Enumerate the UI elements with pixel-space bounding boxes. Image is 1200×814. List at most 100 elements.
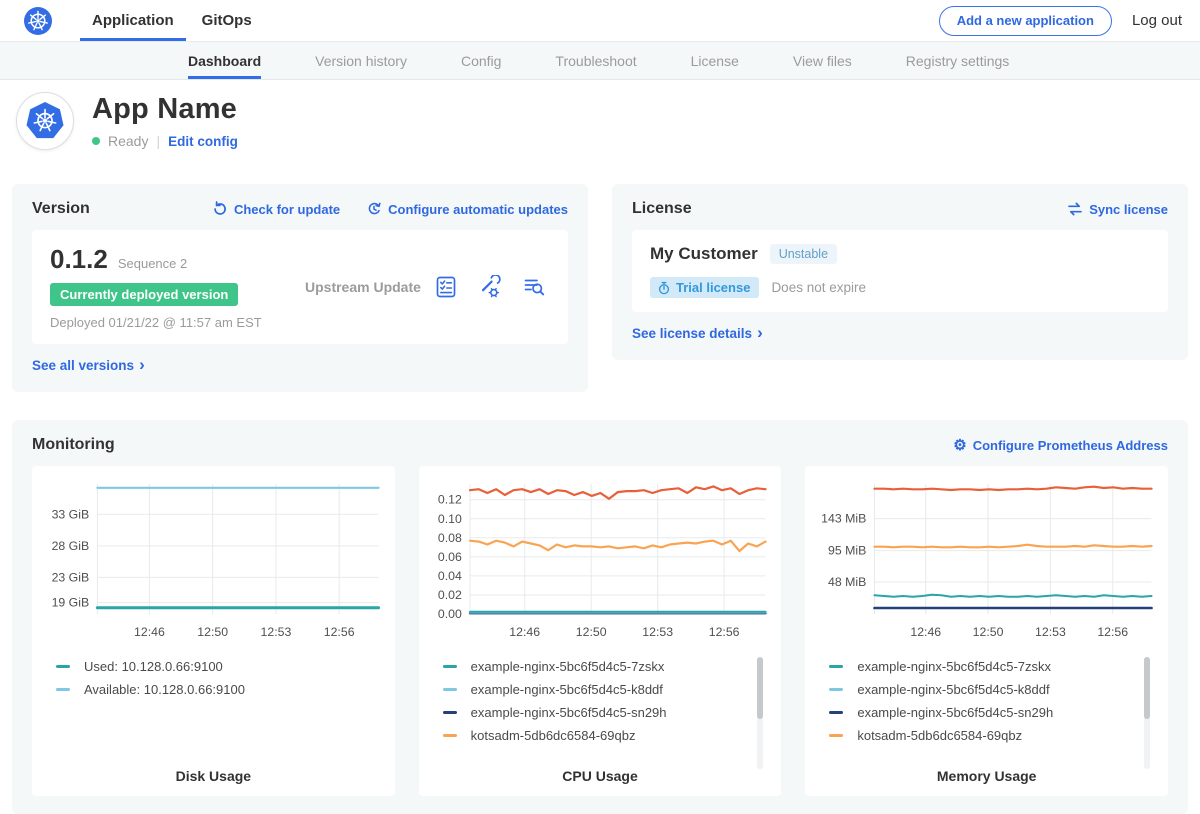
- version-card-title: Version: [32, 200, 90, 218]
- legend-label: example-nginx-5bc6f5d4c5-sn29h: [471, 705, 667, 720]
- subnav-tab-dashboard[interactable]: Dashboard: [188, 42, 261, 79]
- chart-title: Disk Usage: [42, 760, 385, 788]
- svg-text:28 GiB: 28 GiB: [52, 539, 90, 553]
- legend-color-dash: [829, 665, 843, 668]
- config-wrench-icon[interactable]: [478, 275, 502, 299]
- customer-name: My Customer: [650, 244, 758, 264]
- legend-item: example-nginx-5bc6f5d4c5-sn29h: [829, 701, 1158, 724]
- see-license-details-link[interactable]: See license details ›: [632, 325, 1168, 342]
- svg-text:0.10: 0.10: [438, 512, 462, 526]
- cpu-usage-chart-card: 0.120.100.080.060.040.020.0012:4612:5012…: [419, 466, 782, 796]
- check-for-update-link[interactable]: Check for update: [212, 201, 340, 217]
- app-subnav: Dashboard Version history Config Trouble…: [0, 42, 1200, 80]
- chart-title: CPU Usage: [429, 760, 772, 788]
- subnav-tab-view-files[interactable]: View files: [793, 42, 852, 79]
- sequence-label: Sequence 2: [118, 256, 187, 271]
- legend-label: Used: 10.128.0.66:9100: [84, 659, 223, 674]
- svg-text:12:56: 12:56: [708, 625, 739, 639]
- check-for-update-label: Check for update: [234, 202, 340, 217]
- subnav-tab-license[interactable]: License: [691, 42, 739, 79]
- chart-title: Memory Usage: [815, 760, 1158, 788]
- svg-text:23 GiB: 23 GiB: [52, 571, 90, 585]
- subnav-tab-config[interactable]: Config: [461, 42, 501, 79]
- svg-text:12:46: 12:46: [134, 625, 165, 639]
- svg-text:12:46: 12:46: [509, 625, 540, 639]
- svg-text:95 MiB: 95 MiB: [828, 544, 866, 558]
- status-label: Ready: [108, 133, 148, 149]
- sync-license-label: Sync license: [1089, 202, 1168, 217]
- legend-item: kotsadm-5db6dc6584-69qbz: [829, 724, 1158, 747]
- svg-text:143 MiB: 143 MiB: [822, 512, 867, 526]
- legend-label: example-nginx-5bc6f5d4c5-sn29h: [857, 705, 1053, 720]
- preflight-checks-icon[interactable]: [434, 275, 458, 299]
- sync-arrows-icon: [1067, 201, 1083, 217]
- trial-license-label: Trial license: [676, 280, 750, 295]
- subnav-tab-version-history[interactable]: Version history: [315, 42, 407, 79]
- memory-usage-legend: example-nginx-5bc6f5d4c5-7zskx example-ng…: [829, 655, 1158, 760]
- svg-text:0.04: 0.04: [438, 569, 462, 583]
- svg-text:12:53: 12:53: [1035, 625, 1066, 639]
- add-application-button[interactable]: Add a new application: [939, 6, 1112, 36]
- tab-application-label: Application: [92, 12, 174, 29]
- tab-gitops-label: GitOps: [202, 12, 252, 29]
- license-card-title: License: [632, 200, 692, 218]
- legend-color-dash: [829, 688, 843, 691]
- stopwatch-icon: [657, 281, 671, 295]
- tab-gitops[interactable]: GitOps: [188, 0, 266, 41]
- svg-text:0.12: 0.12: [438, 493, 462, 507]
- legend-label: Available: 10.128.0.66:9100: [84, 682, 245, 697]
- memory-usage-chart: 143 MiB95 MiB48 MiB12:4612:5012:5312:56: [815, 478, 1158, 651]
- configure-automatic-updates-link[interactable]: Configure automatic updates: [366, 201, 568, 217]
- subnav-tab-troubleshoot[interactable]: Troubleshoot: [555, 42, 636, 79]
- legend-color-dash: [443, 734, 457, 737]
- legend-item: example-nginx-5bc6f5d4c5-7zskx: [829, 655, 1158, 678]
- legend-color-dash: [443, 711, 457, 714]
- svg-text:12:50: 12:50: [575, 625, 606, 639]
- legend-scrollbar-track: [757, 657, 763, 769]
- kubernetes-logo-icon[interactable]: [24, 7, 52, 35]
- deploy-logs-icon[interactable]: [522, 275, 546, 299]
- clock-refresh-icon: [366, 201, 382, 217]
- svg-text:0.06: 0.06: [438, 550, 462, 564]
- sync-license-link[interactable]: Sync license: [1067, 201, 1168, 217]
- app-avatar: [16, 92, 74, 150]
- legend-scrollbar-thumb[interactable]: [757, 657, 763, 719]
- refresh-icon: [212, 201, 228, 217]
- legend-item: kotsadm-5db6dc6584-69qbz: [443, 724, 772, 747]
- svg-text:0.02: 0.02: [438, 588, 462, 602]
- see-all-versions-label: See all versions: [32, 358, 134, 373]
- svg-text:19 GiB: 19 GiB: [52, 596, 90, 610]
- cpu-usage-legend: example-nginx-5bc6f5d4c5-7zskx example-ng…: [443, 655, 772, 760]
- license-expiry: Does not expire: [771, 280, 866, 295]
- deployed-badge: Currently deployed version: [50, 283, 238, 306]
- legend-color-dash: [829, 734, 843, 737]
- subnav-tab-registry-settings[interactable]: Registry settings: [906, 42, 1009, 79]
- license-card: License Sync license My Customer Unstabl…: [612, 184, 1188, 360]
- gear-icon: ⚙: [953, 438, 966, 453]
- svg-text:0.00: 0.00: [438, 607, 462, 621]
- legend-color-dash: [56, 665, 70, 668]
- legend-item: Available: 10.128.0.66:9100: [56, 678, 385, 701]
- see-all-versions-link[interactable]: See all versions ›: [32, 357, 568, 374]
- legend-scrollbar-thumb[interactable]: [1144, 657, 1150, 719]
- legend-item: example-nginx-5bc6f5d4c5-k8ddf: [443, 678, 772, 701]
- disk-usage-chart-card: 33 GiB28 GiB23 GiB19 GiB12:4612:5012:531…: [32, 466, 395, 796]
- deployed-timestamp: Deployed 01/21/22 @ 11:57 am EST: [50, 315, 305, 330]
- divider: |: [156, 133, 160, 149]
- trial-license-badge: Trial license: [650, 277, 759, 298]
- legend-color-dash: [829, 711, 843, 714]
- version-card: Version Check for update Configure au: [12, 184, 588, 392]
- logout-link[interactable]: Log out: [1132, 12, 1182, 29]
- legend-label: kotsadm-5db6dc6584-69qbz: [857, 728, 1022, 743]
- tab-application[interactable]: Application: [78, 0, 188, 41]
- edit-config-link[interactable]: Edit config: [168, 134, 238, 149]
- legend-label: kotsadm-5db6dc6584-69qbz: [471, 728, 636, 743]
- version-source-label: Upstream Update: [305, 279, 434, 295]
- legend-label: example-nginx-5bc6f5d4c5-k8ddf: [471, 682, 663, 697]
- legend-label: example-nginx-5bc6f5d4c5-k8ddf: [857, 682, 1049, 697]
- configure-prometheus-link[interactable]: ⚙ Configure Prometheus Address: [953, 438, 1168, 453]
- topnav-tabs: Application GitOps: [78, 0, 266, 41]
- legend-label: example-nginx-5bc6f5d4c5-7zskx: [857, 659, 1051, 674]
- legend-label: example-nginx-5bc6f5d4c5-7zskx: [471, 659, 665, 674]
- top-navbar: Application GitOps Add a new application…: [0, 0, 1200, 42]
